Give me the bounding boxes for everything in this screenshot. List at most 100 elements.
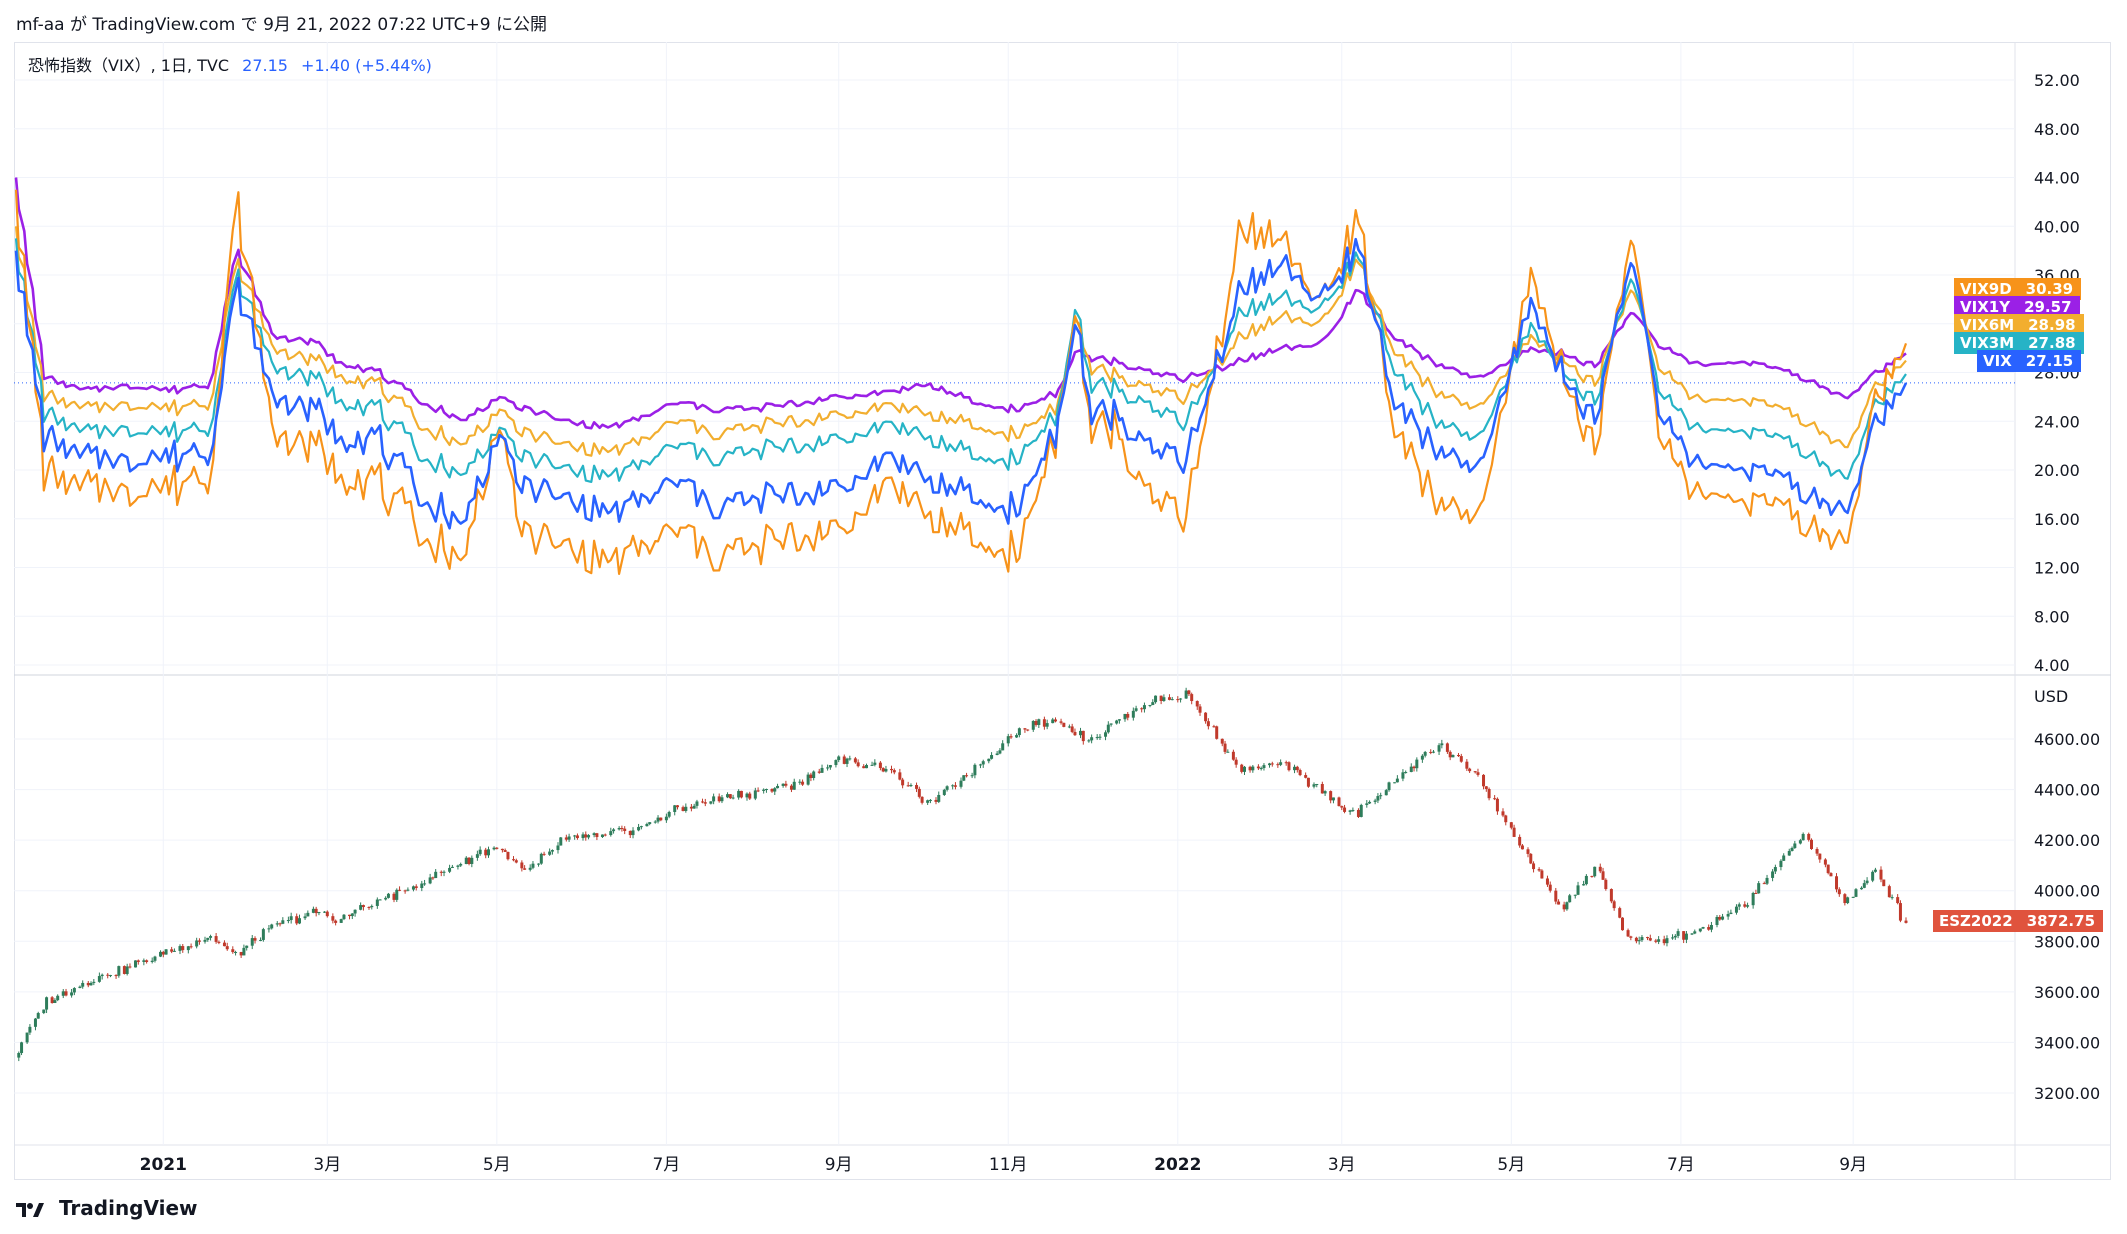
candle-body — [951, 785, 955, 787]
candle-body — [1306, 777, 1310, 787]
candle-body — [542, 853, 546, 855]
candle-body — [1601, 871, 1605, 880]
candle-body — [1393, 782, 1397, 784]
candle-body — [1098, 736, 1102, 738]
candle-body — [1773, 867, 1777, 872]
candle-body — [203, 939, 207, 942]
candle-body — [153, 956, 157, 961]
candle-body — [981, 761, 985, 765]
candle-body — [934, 799, 938, 802]
candle-body — [745, 793, 749, 798]
candle-body — [289, 916, 293, 921]
candle-body — [1429, 751, 1433, 753]
candle-body — [134, 960, 138, 968]
candle-body — [189, 946, 193, 948]
candle-body — [1640, 937, 1644, 941]
candle-body — [1215, 726, 1219, 739]
candle-body — [1482, 774, 1486, 787]
candle-body — [423, 883, 427, 885]
candle-body — [917, 788, 921, 797]
x-tick-label: 9月 — [1839, 1155, 1867, 1175]
candle-body — [600, 834, 604, 838]
candle-body — [339, 919, 343, 923]
candle-body — [467, 857, 471, 864]
lower-y-tick-label: 3400.00 — [2034, 1033, 2100, 1052]
candle-body — [1140, 708, 1144, 710]
price-tag-vix3m: VIX3M 27.88 — [1954, 332, 2084, 354]
candle-body — [1584, 875, 1588, 885]
candle-body — [1095, 737, 1099, 739]
candle-body — [1351, 809, 1355, 811]
candle-body — [261, 929, 265, 940]
candle-body — [1518, 836, 1522, 846]
candle-body — [242, 947, 246, 956]
candle-body — [1646, 937, 1650, 939]
x-tick-label: 11月 — [989, 1155, 1028, 1175]
candle-body — [1340, 806, 1344, 808]
candle-body — [1576, 885, 1580, 895]
symbol-legend[interactable]: 恐怖指数（VIX）, 1日, TVC 27.15 +1.40 (+5.44%) — [28, 52, 432, 76]
candle-body — [1359, 804, 1363, 817]
candle-body — [801, 781, 805, 785]
candle-body — [990, 755, 994, 759]
candle-body — [1665, 938, 1669, 944]
candle-body — [973, 764, 977, 776]
candle-body — [865, 765, 868, 769]
candle-body — [762, 789, 766, 791]
footer-brand: TradingView — [58, 1196, 198, 1220]
candle-body — [673, 805, 677, 812]
axes: 52.0048.0044.0040.0036.0032.0028.0024.00… — [140, 71, 2101, 1175]
candle-body — [64, 991, 68, 996]
candle-body — [873, 762, 877, 765]
candle-body — [623, 828, 627, 831]
upper-y-tick-label: 52.00 — [2034, 71, 2080, 90]
candle-body — [1368, 801, 1372, 804]
candle-body — [664, 816, 668, 821]
candle-body — [878, 762, 882, 769]
candle-body — [239, 952, 243, 956]
candle-body — [1329, 791, 1333, 801]
x-tick-label: 5月 — [483, 1155, 511, 1175]
candle-body — [350, 913, 354, 917]
candle-body — [142, 960, 146, 962]
candle-body — [587, 835, 591, 838]
candle-body — [1829, 873, 1833, 877]
candle-body — [348, 914, 352, 917]
candle-body — [100, 974, 104, 977]
candle-body — [1573, 894, 1577, 896]
candle-body — [1293, 766, 1297, 771]
candle-body — [953, 785, 957, 787]
candle-body — [1582, 884, 1586, 886]
candle-body — [1262, 765, 1266, 769]
candle-body — [45, 997, 49, 1010]
candle-body — [1887, 886, 1891, 898]
candle-body — [828, 765, 832, 768]
candle-body — [500, 848, 504, 851]
candle-body — [848, 758, 852, 760]
candle-body — [692, 805, 696, 809]
candle-body — [503, 850, 507, 852]
candle-body — [1598, 866, 1602, 872]
candle-body — [1707, 927, 1711, 930]
price-tag-esz2022: ESZ2022 3872.75 — [1933, 910, 2104, 932]
candle-body — [1440, 743, 1444, 746]
candle-body — [1126, 713, 1130, 718]
series-line-vix1y — [14, 177, 1907, 430]
candle-body — [653, 821, 657, 823]
lower-y-tick-label: 3800.00 — [2034, 932, 2100, 951]
candle-body — [612, 829, 616, 832]
candle-body — [1751, 892, 1755, 906]
candle-body — [1898, 903, 1902, 921]
candle-body — [1540, 870, 1544, 879]
candle-body — [1810, 839, 1813, 850]
change-value: +1.40 (+5.44%) — [301, 56, 432, 75]
candle-body — [36, 1013, 40, 1019]
tradingview-footer[interactable]: TradingView — [16, 1196, 198, 1220]
candle-body — [1484, 786, 1488, 790]
candle-body — [637, 827, 641, 831]
candle-body — [186, 946, 190, 951]
candle-body — [1167, 697, 1171, 700]
candle-body — [1734, 906, 1738, 913]
grid — [14, 42, 2111, 1180]
